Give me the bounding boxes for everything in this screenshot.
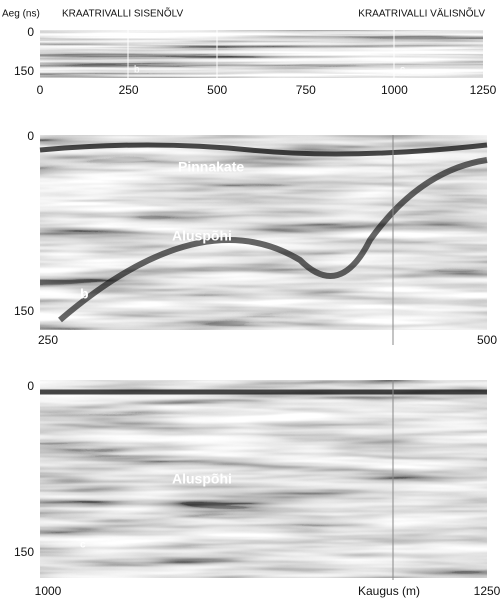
x-axis-label: Kaugus (m) <box>358 584 420 598</box>
radargram <box>40 30 483 78</box>
x-tick-label: 250 <box>119 83 139 97</box>
radargram <box>40 380 487 578</box>
annotation: b <box>80 286 89 302</box>
left-title: KRAATRIVALLI SISENÕLV <box>62 7 183 20</box>
y-tick-label: 150 <box>14 304 34 318</box>
x-tick-label: 500 <box>207 83 227 97</box>
x-tick-label: 500 <box>477 333 497 347</box>
annotation: c <box>80 540 86 551</box>
right-title: KRAATRIVALLI VÄLISNÕLV <box>358 7 485 20</box>
x-tick-label: 750 <box>296 83 316 97</box>
radargram <box>40 135 487 330</box>
y-tick-label: 150 <box>14 545 34 559</box>
y-tick-label: 0 <box>27 379 34 393</box>
panel-top: b c <box>40 30 483 78</box>
marker-label: c <box>400 65 405 76</box>
x-tick-label: 1250 <box>470 83 497 97</box>
annotation: Aluspõhi <box>172 228 232 244</box>
panel-bottom: Aluspõhi c Kaugus (m) <box>40 380 487 598</box>
reflector <box>39 142 488 157</box>
x-tick-label: 250 <box>38 333 58 347</box>
reflector <box>58 157 488 323</box>
annotation: Aluspõhi <box>172 471 232 487</box>
marker-label: b <box>134 65 140 76</box>
y-tick-label: 0 <box>27 129 34 143</box>
y-tick-label: 150 <box>14 64 34 78</box>
x-tick-label: 1000 <box>381 83 408 97</box>
x-tick-label: 1000 <box>35 584 62 598</box>
y-axis-label: Aeg (ns) <box>2 9 40 20</box>
annotation: Pinnakate <box>178 159 244 175</box>
y-tick-label: 0 <box>27 25 34 39</box>
x-tick-label: 1250 <box>474 584 501 598</box>
x-tick-label: 0 <box>37 83 44 97</box>
panel-middle: Pinnakate Aluspõhi b <box>39 135 488 345</box>
